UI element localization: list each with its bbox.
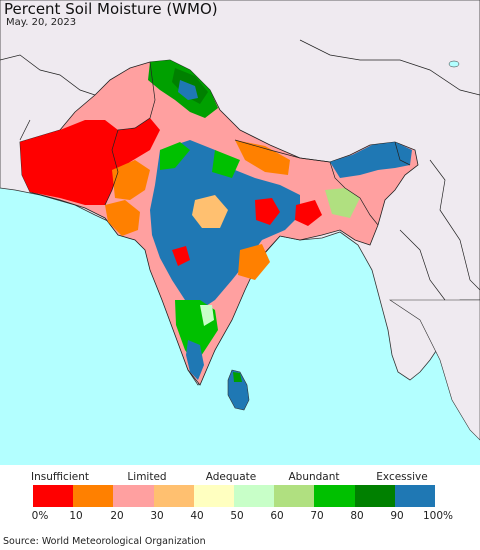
legend-tick: 60 <box>270 510 284 522</box>
legend: Insufficient Limited Adequate Abundant E… <box>0 465 480 530</box>
region-insufficient-west <box>20 118 160 205</box>
sri-lanka-north <box>233 372 242 382</box>
legend-swatch <box>394 485 436 507</box>
region-green-ring <box>160 142 190 170</box>
region-adequate-central <box>192 195 228 228</box>
region-insufficient-east <box>295 200 322 226</box>
map-title: Percent Soil Moisture (WMO) <box>4 0 218 18</box>
legend-tick: 30 <box>150 510 164 522</box>
source-credit: Source: World Meteorological Organizatio… <box>3 536 206 547</box>
legend-tick: 40 <box>190 510 204 522</box>
region-pale-south <box>200 305 214 326</box>
legend-category-adequate: Adequate <box>205 471 257 483</box>
lake-icon <box>448 60 460 68</box>
legend-swatch <box>234 485 275 507</box>
legend-tick: 20 <box>110 510 124 522</box>
legend-category-abundant: Abundant <box>288 471 340 483</box>
region-limited-west <box>112 160 150 200</box>
sri-lanka <box>227 369 250 411</box>
legend-category-limited: Limited <box>127 471 167 483</box>
soil-moisture-map <box>0 0 480 465</box>
region-limited-north <box>235 140 290 175</box>
land-southeast <box>389 299 480 441</box>
border-lines <box>0 39 480 301</box>
region-blue-north <box>178 80 198 100</box>
region-green-mid <box>212 150 240 178</box>
region-insufficient-central <box>255 198 280 225</box>
legend-tick: 50 <box>230 510 244 522</box>
legend-swatch <box>354 485 395 507</box>
legend-tick: 10 <box>69 510 83 522</box>
legend-swatch <box>113 485 154 507</box>
legend-color-bar <box>33 485 436 507</box>
legend-category-excessive: Excessive <box>376 471 428 483</box>
region-excessive-central <box>150 140 300 310</box>
legend-category-insufficient: Insufficient <box>31 471 89 483</box>
region-insufficient-central-2 <box>172 246 190 266</box>
legend-tick: 80 <box>350 510 364 522</box>
legend-tick: 90 <box>390 510 404 522</box>
legend-tick: 0% <box>31 510 49 522</box>
region-limited-gujarat <box>105 200 140 236</box>
region-blue-south <box>186 340 204 380</box>
legend-swatch <box>193 485 235 507</box>
legend-swatch <box>73 485 114 507</box>
region-limited-east <box>238 244 270 280</box>
legend-tick: 70 <box>310 510 324 522</box>
region-abundant-east <box>325 188 360 218</box>
legend-swatch <box>153 485 194 507</box>
map-date: May. 20, 2023 <box>6 17 77 28</box>
legend-swatch <box>33 485 74 507</box>
legend-swatch <box>274 485 315 507</box>
legend-tick: 100% <box>422 510 454 522</box>
region-excessive-east <box>330 142 412 178</box>
legend-swatch <box>314 485 355 507</box>
